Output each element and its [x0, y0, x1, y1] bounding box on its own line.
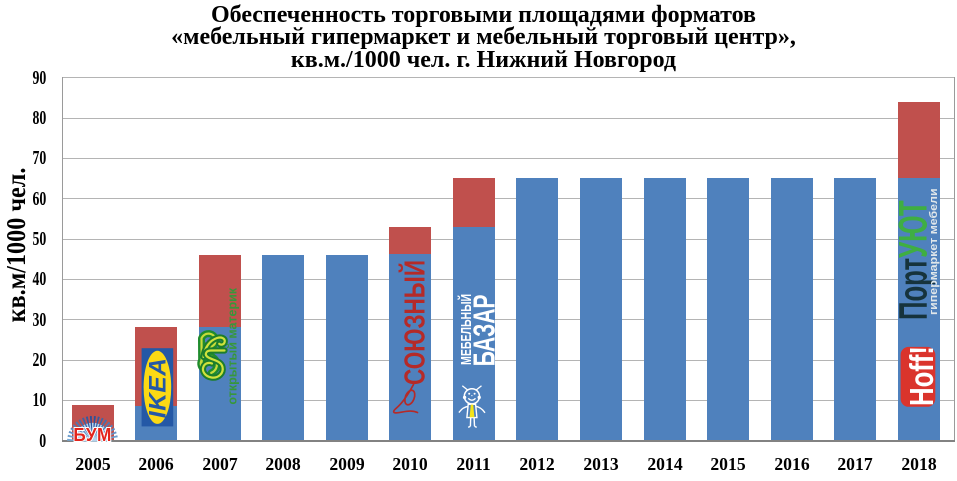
svg-text:МЕБЕЛЬНЫЙ: МЕБЕЛЬНЫЙ — [457, 294, 474, 365]
svg-text:СОЮЗНЫЙ: СОЮЗНЫЙ — [397, 260, 431, 385]
svg-text:БАЗАР: БАЗАР — [466, 295, 501, 367]
svg-text:гипермаркет мебели: гипермаркет мебели — [928, 188, 940, 315]
svg-text:IKEA: IKEA — [145, 358, 172, 419]
svg-text:БУМ: БУМ — [73, 424, 111, 445]
svg-text:открытый материк: открытый материк — [225, 287, 239, 404]
svg-text:Hoff!: Hoff! — [904, 346, 941, 406]
svg-text:ПортУЮТ: ПортУЮТ — [892, 200, 936, 320]
